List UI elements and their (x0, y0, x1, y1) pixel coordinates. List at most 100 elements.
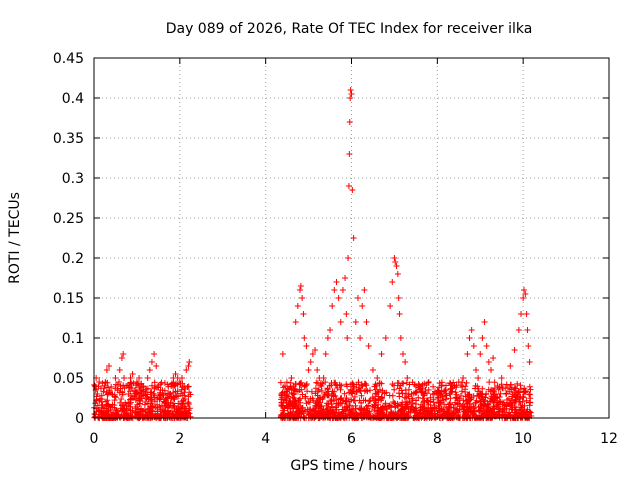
data-point (322, 351, 329, 357)
data-point (357, 335, 364, 341)
data-point (181, 383, 188, 389)
data-point (524, 327, 531, 333)
y-tick-label: 0.45 (53, 51, 84, 67)
data-point (352, 319, 359, 325)
x-tick-label: 2 (175, 431, 184, 447)
data-point (290, 383, 297, 389)
x-tick-label: 6 (347, 431, 356, 447)
data-point (112, 375, 119, 381)
y-tick-label: 0.1 (62, 331, 84, 347)
data-point (329, 303, 336, 309)
data-point (408, 391, 415, 397)
data-point (392, 259, 399, 265)
data-point (523, 311, 530, 317)
data-point (109, 391, 116, 397)
data-point (106, 363, 113, 369)
data-point (485, 359, 492, 365)
data-point (163, 395, 170, 401)
data-point (307, 359, 314, 365)
data-point (299, 295, 306, 301)
data-point (301, 335, 308, 341)
data-point (333, 279, 340, 285)
y-tick-label: 0 (75, 411, 84, 427)
data-point (507, 363, 514, 369)
data-point (343, 311, 350, 317)
data-point (303, 343, 310, 349)
data-point (136, 375, 143, 381)
data-point (425, 379, 432, 385)
data-point (389, 279, 396, 285)
data-point (292, 319, 299, 325)
data-point (120, 351, 127, 357)
data-point (515, 327, 522, 333)
data-point (421, 391, 428, 397)
data-point (397, 335, 404, 341)
data-point (342, 275, 349, 281)
data-point (101, 383, 108, 389)
data-point (151, 351, 158, 357)
data-point (281, 383, 288, 389)
data-point (525, 343, 532, 349)
data-point (103, 367, 110, 373)
data-point (349, 187, 356, 193)
data-point (125, 391, 132, 397)
data-point (378, 351, 385, 357)
data-point (522, 291, 529, 297)
data-point (350, 235, 357, 241)
data-point (490, 355, 497, 361)
data-point (494, 383, 501, 389)
data-point (518, 311, 525, 317)
data-point (374, 375, 381, 381)
data-point (526, 359, 533, 365)
background-noise-marks (91, 379, 535, 421)
data-point (451, 383, 458, 389)
data-point (434, 395, 441, 401)
y-axis-label: ROTI / TECUs (7, 192, 23, 284)
data-point (417, 387, 424, 393)
data-point (344, 335, 351, 341)
data-point (186, 359, 193, 365)
x-tick-label: 12 (600, 431, 618, 447)
data-point (412, 383, 419, 389)
data-point (335, 295, 342, 301)
data-point (312, 347, 319, 353)
data-point (354, 295, 361, 301)
data-points (91, 87, 533, 405)
data-point (404, 375, 411, 381)
data-point (503, 391, 509, 397)
data-point (393, 263, 400, 269)
data-point (348, 91, 355, 97)
data-point (114, 387, 121, 393)
data-point (309, 351, 316, 357)
data-point (300, 311, 307, 317)
data-point (470, 343, 477, 349)
data-point (176, 379, 183, 385)
chart-title: Day 089 of 2026, Rate Of TEC Index for r… (166, 21, 533, 37)
data-point (402, 359, 409, 365)
y-tick-label: 0.2 (62, 251, 84, 267)
data-point (481, 319, 488, 325)
data-point (361, 287, 368, 293)
y-tick-label: 0.4 (62, 91, 84, 107)
data-point (327, 327, 334, 333)
data-point (346, 119, 353, 125)
data-point (131, 391, 138, 397)
data-point (127, 375, 134, 381)
data-point (96, 379, 103, 385)
data-point (183, 367, 190, 373)
data-point (363, 319, 370, 325)
data-point (464, 351, 471, 357)
y-tick-label: 0.25 (53, 211, 84, 227)
data-point (320, 375, 327, 381)
data-point (288, 375, 295, 381)
data-point (98, 399, 105, 405)
data-point (521, 287, 528, 293)
data-point (468, 327, 475, 333)
data-point (153, 363, 160, 369)
data-point (314, 367, 321, 373)
data-point (339, 287, 346, 293)
data-point (347, 87, 354, 93)
noise-marks (91, 379, 535, 421)
data-point (159, 391, 166, 397)
